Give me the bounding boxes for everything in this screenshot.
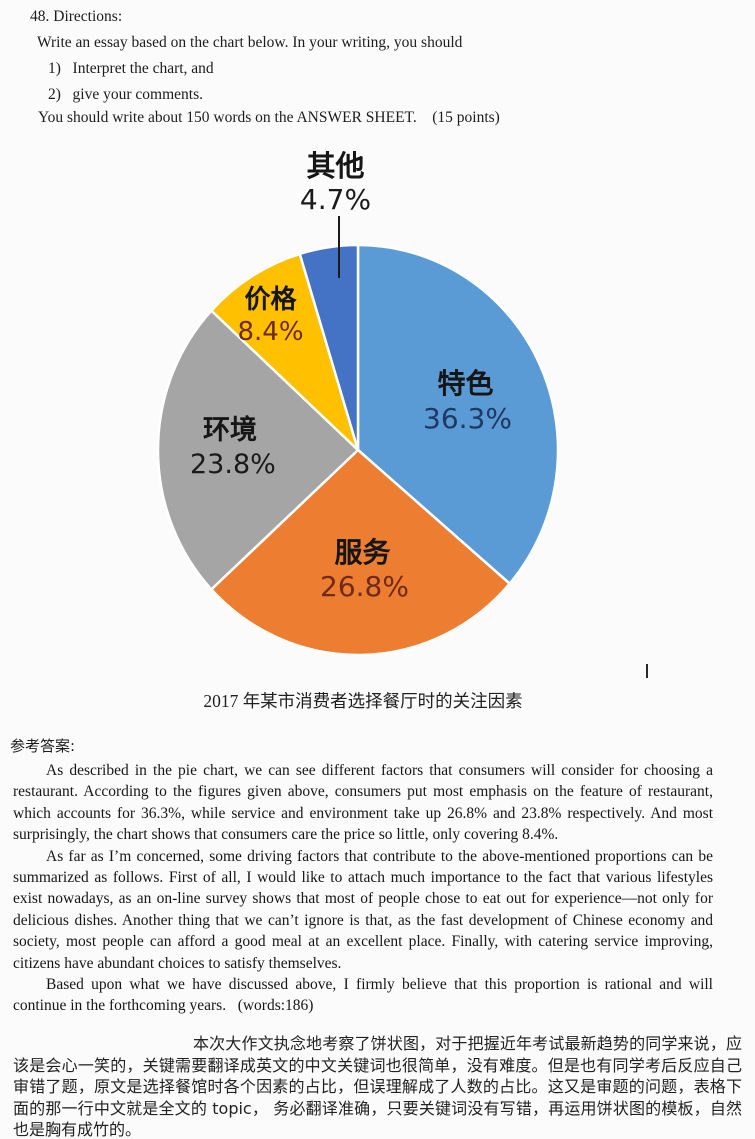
slice-pct-label: 26.8% [320, 570, 409, 603]
instruction-item-1: 1) Interpret the chart, and [48, 60, 214, 77]
pie-slice-feature [356, 243, 560, 585]
slice-zh-label: 其他 [306, 149, 365, 183]
leader-line-other-slice [338, 216, 340, 278]
commentary-paragraph: 本次大作文执念地考察了饼状图，对于把握近年考试最新趋势的同学来说，应该是会心一笑… [13, 1034, 742, 1139]
slice-label-price: 价格 8.4% [233, 285, 308, 349]
slice-zh-label: 服务 [334, 536, 391, 569]
pie-slice-price [210, 252, 360, 452]
slice-pct-label: 36.3% [423, 402, 512, 435]
reference-answer-section: 参考答案: As described in the pie chart, we … [0, 737, 755, 1017]
slice-zh-label: 特色 [437, 367, 494, 400]
question-number-line: 48. Directions: [30, 8, 123, 25]
pie-chart-figure: 特色 36.3% 服务 26.8% 环境 23.8% 价格 8.4% 其他 4.… [0, 140, 755, 720]
pie-slice-service [210, 448, 511, 657]
chart-title: 2017 年某市消费者选择餐厅时的关注因素 [203, 691, 523, 711]
pie-chart [156, 243, 560, 657]
commentary-section: 本次大作文执念地考察了饼状图，对于把握近年考试最新趋势的同学来说，应该是会心一笑… [0, 1033, 755, 1139]
slice-pct-label: 8.4% [237, 317, 304, 347]
pie-slice-other [298, 243, 360, 452]
essay-paragraph-1: As described in the pie chart, we can se… [13, 762, 713, 844]
essay-paragraph-2: As far as I’m concerned, some driving fa… [13, 847, 713, 972]
slice-pct-label: 23.8% [190, 449, 276, 480]
slice-zh-label: 价格 [244, 285, 297, 315]
slice-zh-label: 环境 [203, 415, 257, 446]
instruction-intro: Write an essay based on the chart below.… [37, 34, 463, 51]
slice-pct-label: 4.7% [299, 183, 372, 216]
reference-answer-heading: 参考答案: [10, 737, 76, 755]
slice-label-environment: 环境 23.8% [190, 414, 276, 482]
slice-label-other: 其他 4.7% [298, 150, 373, 217]
instruction-note: You should write about 150 words on the … [38, 109, 500, 126]
scan-artifact-mark [646, 664, 648, 678]
essay-paragraph-3: Based upon what we have discussed above,… [13, 976, 713, 1015]
pie-slice-environment [156, 309, 360, 591]
directions-section: 48. Directions: Write an essay based on … [0, 0, 755, 140]
slice-label-feature: 特色 36.3% [423, 367, 512, 437]
instruction-item-2: 2) give your comments. [48, 86, 203, 103]
slice-label-service: 服务 26.8% [320, 536, 409, 605]
